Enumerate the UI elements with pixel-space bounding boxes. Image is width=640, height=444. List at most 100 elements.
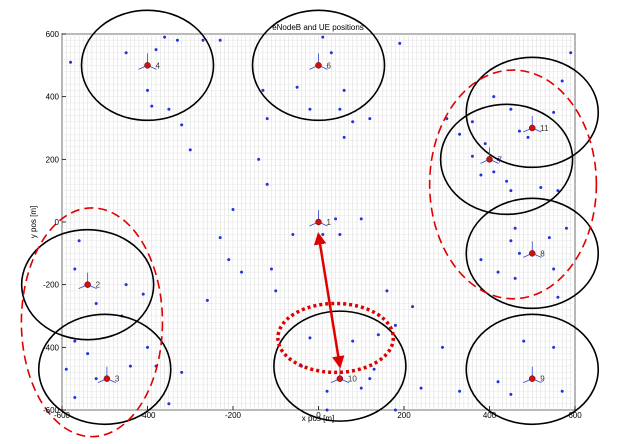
ue-point bbox=[188, 148, 192, 152]
ue-point bbox=[257, 157, 261, 161]
ue-point bbox=[556, 189, 560, 193]
cell-circle bbox=[20, 228, 155, 341]
ue-point bbox=[338, 107, 342, 111]
ue-point bbox=[569, 51, 573, 55]
ue-point bbox=[398, 41, 402, 45]
ue-point bbox=[539, 186, 543, 190]
ue-point bbox=[517, 129, 521, 133]
ue-point bbox=[552, 267, 556, 271]
ue-point bbox=[440, 345, 444, 349]
ue-point bbox=[141, 292, 145, 296]
ue-point bbox=[368, 117, 372, 121]
ue-point bbox=[359, 217, 363, 221]
ue-point bbox=[154, 48, 158, 52]
y-tick-label: 600 bbox=[46, 30, 60, 39]
ue-point bbox=[73, 395, 77, 399]
ue-point bbox=[180, 123, 184, 127]
enodeb-id: 8 bbox=[540, 249, 545, 258]
ue-point bbox=[167, 402, 171, 406]
ue-point bbox=[372, 367, 376, 371]
highlight-ellipse bbox=[276, 301, 396, 375]
ue-point bbox=[492, 170, 496, 174]
enodeb-marker bbox=[103, 375, 111, 382]
ue-point bbox=[201, 38, 205, 42]
enodeb-marker bbox=[486, 156, 493, 163]
ue-point bbox=[509, 239, 513, 243]
enodeb-marker bbox=[315, 218, 322, 226]
enodeb-id: 9 bbox=[540, 375, 545, 384]
ue-point bbox=[338, 233, 342, 237]
ue-point bbox=[560, 79, 564, 83]
x-tick-label: 200 bbox=[397, 411, 411, 420]
ue-point bbox=[376, 333, 380, 337]
ue-point bbox=[321, 233, 325, 237]
x-axis-label: x pos [m] bbox=[302, 414, 334, 423]
cell-circle bbox=[251, 9, 386, 122]
enodeb-id: 2 bbox=[96, 281, 101, 290]
ue-point bbox=[505, 179, 509, 183]
ue-point bbox=[227, 258, 231, 262]
ue-point bbox=[163, 35, 167, 39]
y-axis-label: y pos [m] bbox=[29, 206, 38, 238]
ue-point bbox=[86, 352, 90, 356]
enodeb-marker bbox=[529, 250, 536, 257]
ue-point bbox=[359, 386, 363, 390]
distance-arrow-line bbox=[313, 232, 345, 369]
ue-point bbox=[146, 345, 149, 349]
enodeb-id: 3 bbox=[115, 375, 120, 384]
enodeb-marker bbox=[529, 124, 536, 132]
ue-point bbox=[564, 226, 568, 230]
enodeb-marker bbox=[529, 375, 536, 382]
ue-point bbox=[325, 408, 329, 412]
x-tick-label: -600 bbox=[54, 411, 71, 420]
axis-ticks: -600 -400 -200 0 200 400 600 600 400 200 0 -200 -400… bbox=[43, 30, 582, 420]
ue-point bbox=[73, 267, 77, 271]
ue-point bbox=[411, 305, 415, 309]
ue-point bbox=[180, 370, 184, 374]
ue-point bbox=[552, 345, 556, 349]
ue-point bbox=[560, 389, 564, 393]
enodeb-id: 11 bbox=[540, 124, 549, 133]
y-tick-label: -400 bbox=[43, 343, 60, 352]
ue-point bbox=[552, 110, 556, 114]
ue-point bbox=[509, 392, 513, 396]
ue-point bbox=[146, 88, 149, 92]
enodeb-markers: 1 2 3 4 6 7 8 9 10 11 bbox=[78, 53, 549, 384]
ue-point bbox=[334, 217, 338, 221]
enodeb-marker bbox=[315, 62, 322, 69]
ue-point bbox=[522, 339, 526, 343]
ue-point bbox=[231, 207, 235, 211]
enodeb-id: 4 bbox=[156, 61, 161, 70]
ue-point bbox=[308, 107, 312, 111]
ue-point bbox=[295, 85, 299, 89]
ue-point bbox=[492, 95, 496, 99]
ue-point bbox=[94, 301, 98, 305]
ue-point bbox=[483, 142, 487, 146]
ue-point bbox=[385, 289, 389, 293]
ue-point bbox=[124, 51, 128, 55]
x-tick-label: 600 bbox=[568, 411, 582, 420]
ue-point bbox=[218, 236, 222, 240]
ue-point bbox=[265, 182, 269, 186]
x-tick-label: 400 bbox=[483, 411, 497, 420]
enodeb-id: 1 bbox=[327, 218, 332, 227]
ue-point bbox=[308, 336, 312, 340]
ue-point bbox=[329, 51, 333, 55]
ue-point bbox=[325, 389, 329, 393]
y-tick-label: 200 bbox=[46, 155, 60, 164]
ue-point bbox=[496, 380, 500, 384]
ue-point bbox=[368, 377, 372, 381]
ue-point bbox=[261, 88, 265, 92]
highlight-ellipse bbox=[20, 207, 164, 438]
y-tick-label: -200 bbox=[43, 281, 60, 290]
ue-point bbox=[351, 120, 355, 124]
ue-point bbox=[479, 173, 483, 177]
ue-point bbox=[470, 120, 474, 124]
ue-point bbox=[342, 135, 346, 139]
ue-point bbox=[77, 239, 81, 243]
ue-point bbox=[269, 267, 273, 271]
ue-point bbox=[167, 107, 171, 111]
enodeb-id: 10 bbox=[348, 375, 357, 384]
highlight-ellipse bbox=[428, 69, 598, 300]
ue-point bbox=[393, 323, 397, 327]
